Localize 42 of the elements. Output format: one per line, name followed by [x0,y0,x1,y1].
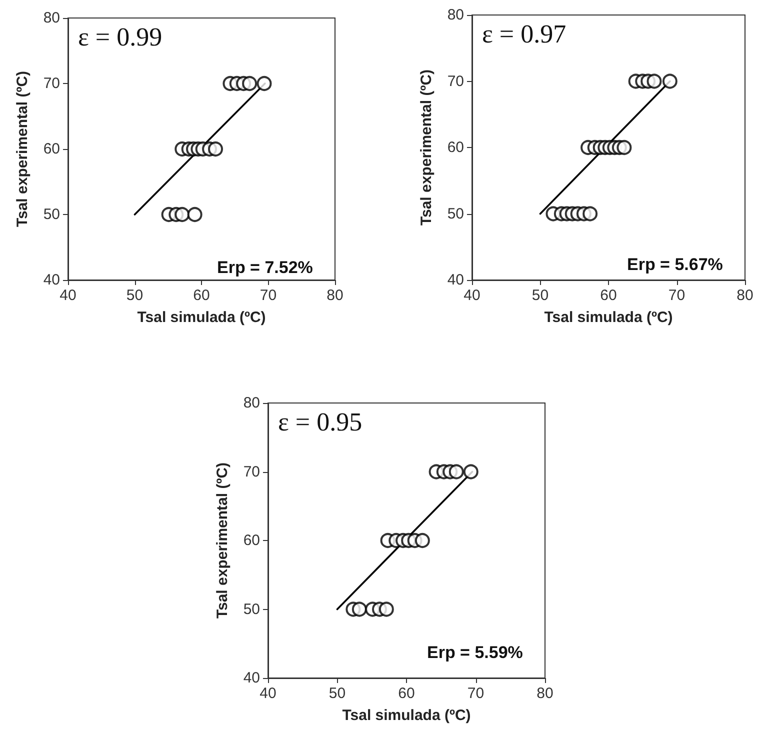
y-axis-title: Tsal experimental (ºC) [214,462,231,619]
y-tick-label: 50 [43,206,60,223]
x-tick-label: 70 [668,287,686,304]
annotation: Erp = 5.67% [627,255,723,274]
y-tick-label: 50 [447,205,464,222]
x-tick-label: 40 [260,685,276,702]
annotation: Erp = 7.52% [217,258,313,277]
x-axis-title: Tsal simulada (ºC) [137,309,266,326]
y-tick-label: 60 [43,140,60,158]
y-tick-label: 40 [447,272,464,288]
y-tick-label: 70 [243,463,260,480]
y-tick-label: 80 [43,10,60,26]
annotation: ε = 0.99 [78,22,162,52]
y-tick-label: 40 [243,670,260,686]
x-tick-label: 80 [326,287,344,304]
x-tick-label: 40 [464,287,480,304]
y-axis-title: Tsal experimental (ºC) [14,70,31,228]
annotation: ε = 0.95 [278,408,362,436]
y-tick-label: 60 [243,532,260,549]
annotation: ε = 0.97 [482,20,566,48]
y-tick-label: 60 [447,139,464,156]
x-tick-label: 50 [328,685,346,702]
y-axis-title: Tsal experimental (ºC) [418,69,435,226]
x-tick-label: 80 [536,685,554,702]
x-tick-label: 40 [60,287,76,304]
x-tick-label: 70 [260,287,277,304]
x-tick-label: 60 [600,287,617,304]
x-axis-title: Tsal simulada (ºC) [342,707,471,724]
y-tick-label: 70 [43,75,60,92]
y-tick-label: 80 [447,6,464,24]
x-tick-label: 80 [736,287,754,304]
annotation: Erp = 5.59% [427,643,523,662]
x-axis-title: Tsal simulada (ºC) [544,309,673,326]
y-tick-label: 40 [43,272,60,288]
x-tick-label: 50 [126,287,144,304]
y-tick-label: 70 [447,72,464,90]
y-tick-label: 80 [243,394,260,412]
x-tick-label: 70 [467,685,484,702]
x-tick-label: 50 [532,287,549,304]
x-tick-label: 60 [193,287,210,304]
y-tick-label: 50 [243,600,260,618]
x-tick-label: 60 [398,685,415,702]
